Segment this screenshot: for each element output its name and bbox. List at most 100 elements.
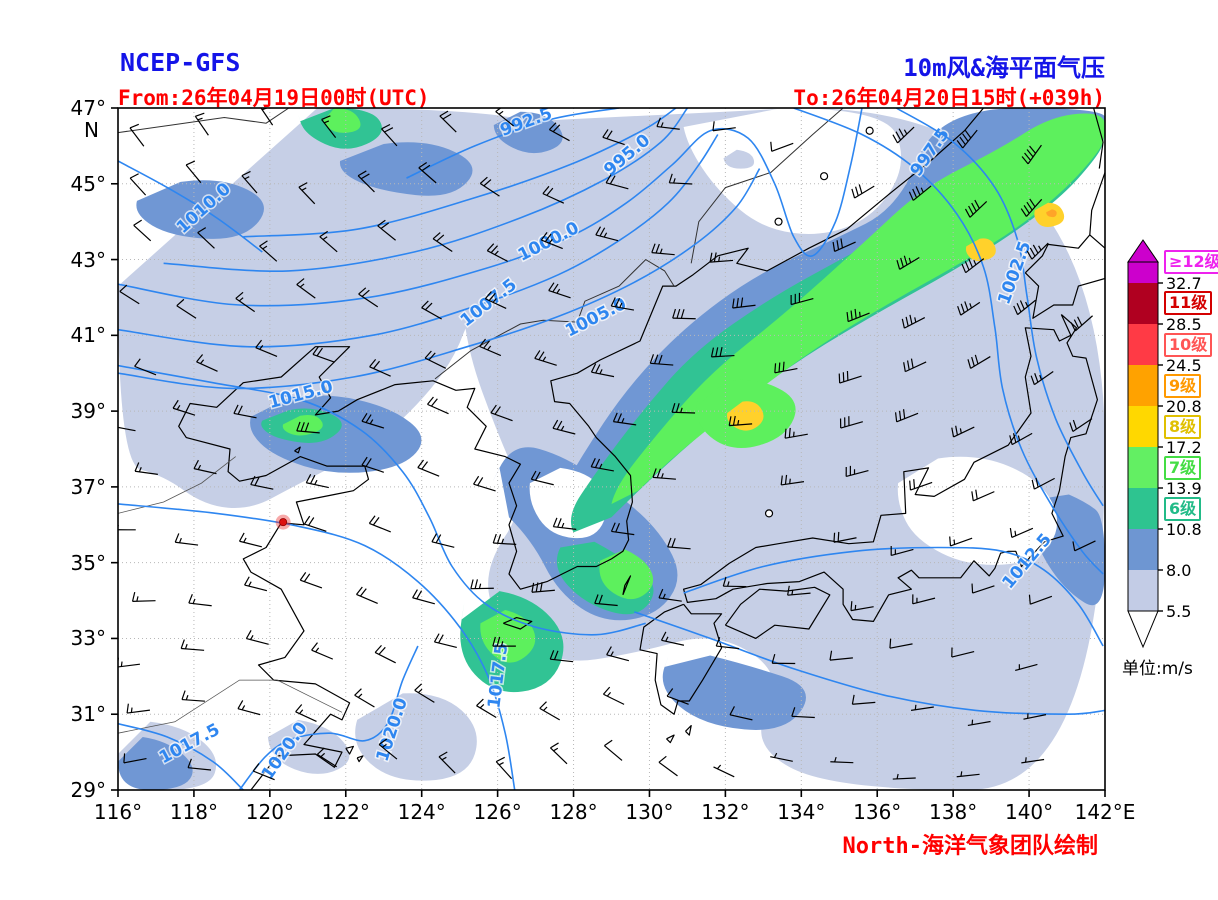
wind-barb (1021, 757, 1045, 764)
coastline (178, 108, 984, 790)
wind-barb (540, 232, 563, 250)
wind-barb (374, 644, 396, 664)
wind-barb (486, 243, 508, 262)
wind-barb (530, 470, 554, 486)
wind-barb (237, 700, 261, 716)
wind-region-pale (722, 149, 755, 169)
wind-region-green (319, 108, 361, 133)
wind-barb (316, 747, 338, 768)
wind-barb (1069, 418, 1093, 432)
isobar-line (163, 108, 689, 272)
wind-barb (295, 704, 317, 723)
wind-barb (889, 638, 913, 649)
wind-barb (131, 591, 156, 602)
y-tick-label: 37° (70, 474, 106, 499)
wind-barb (660, 631, 685, 646)
wind-barb (595, 226, 619, 242)
wind-barb (197, 227, 215, 249)
wind-barb (649, 354, 674, 366)
wind-barb (709, 252, 734, 263)
y-axis-hemisphere-label: N (84, 118, 99, 142)
wind-barb (424, 350, 447, 369)
legend-unit-label: 单位:m/s (1122, 659, 1193, 679)
wind-barb (296, 278, 316, 299)
wind-barb (1028, 594, 1053, 605)
wind-barb (710, 346, 735, 358)
wind-barb (495, 756, 513, 780)
wind-barb (656, 117, 680, 130)
wind-barb (851, 184, 875, 199)
isobar-line (406, 108, 620, 179)
wind-barb (126, 703, 150, 714)
wind-barb (490, 404, 513, 422)
coastline (622, 575, 632, 596)
wind-barb (319, 230, 338, 253)
frame-layer (111, 107, 1106, 797)
country-border (690, 108, 844, 264)
x-tick-label: 120° (245, 800, 294, 824)
wind-barb (417, 459, 440, 477)
wind-barb (298, 182, 316, 205)
wind-barb (890, 545, 914, 557)
wind-barb (602, 129, 625, 146)
wind-barb (187, 758, 211, 771)
wind-barb (174, 533, 199, 546)
y-tick-label: 35° (70, 550, 106, 575)
wind-barb (377, 219, 396, 241)
wind-barb (476, 698, 497, 719)
wind-barb (951, 425, 975, 438)
wind-barb (715, 637, 740, 650)
calm-wind-circle (764, 509, 774, 518)
y-tick-label: 39° (70, 399, 106, 424)
legend-level-badge: 7级 (1164, 456, 1202, 480)
wind-barb (250, 475, 274, 490)
wind-barb (303, 515, 327, 532)
wind-barb (133, 219, 152, 242)
wind-barb (534, 350, 557, 366)
x-tick-label: 138° (929, 800, 978, 824)
isobar-line (118, 108, 863, 307)
legend-tick-label: 8.0 (1166, 561, 1192, 580)
legend-level-badge: 8级 (1164, 415, 1202, 439)
wind-barb (358, 287, 379, 308)
x-tick-label: 130° (625, 800, 674, 824)
wind-barb (368, 515, 391, 533)
wind-barb (118, 657, 140, 668)
wind-region-white (897, 456, 1058, 565)
wind-barb (118, 524, 136, 531)
wind-barb-layer (118, 108, 1096, 781)
wind-barb (832, 238, 856, 252)
wind-barb (770, 752, 793, 762)
wind-barb (846, 308, 870, 323)
wind-barb (378, 738, 398, 760)
wind-barb (1009, 432, 1033, 446)
wind-barb (194, 112, 209, 136)
x-tick-label: 132° (701, 800, 750, 824)
wind-barb (181, 690, 205, 702)
wind-barb (829, 650, 853, 661)
wind-barb (671, 403, 696, 414)
x-tick-label: 136° (853, 800, 902, 824)
wind-region-green (609, 113, 1105, 513)
wind-barb (531, 582, 555, 593)
wind-barb (550, 742, 568, 765)
wind-barb (1031, 477, 1055, 490)
wind-barb (728, 415, 753, 427)
wind-barb (484, 291, 507, 309)
legend-tick-label: 32.7 (1166, 274, 1202, 293)
wind-barb (605, 174, 629, 190)
wind-barb (439, 110, 457, 133)
coastline (294, 446, 301, 454)
legend-tick-label: 13.9 (1166, 479, 1202, 498)
wind-barb (604, 739, 623, 761)
wind-barb (851, 694, 876, 705)
wind-barb (1070, 315, 1093, 332)
wind-barb (361, 412, 385, 429)
y-tick-label: 47° (70, 96, 106, 120)
wind-barb (1026, 242, 1049, 260)
isobar-line (238, 645, 419, 790)
wind-barb (908, 185, 932, 201)
wind-barb (552, 517, 577, 530)
y-tick-label: 33° (70, 626, 106, 651)
wind-barb (612, 412, 637, 426)
